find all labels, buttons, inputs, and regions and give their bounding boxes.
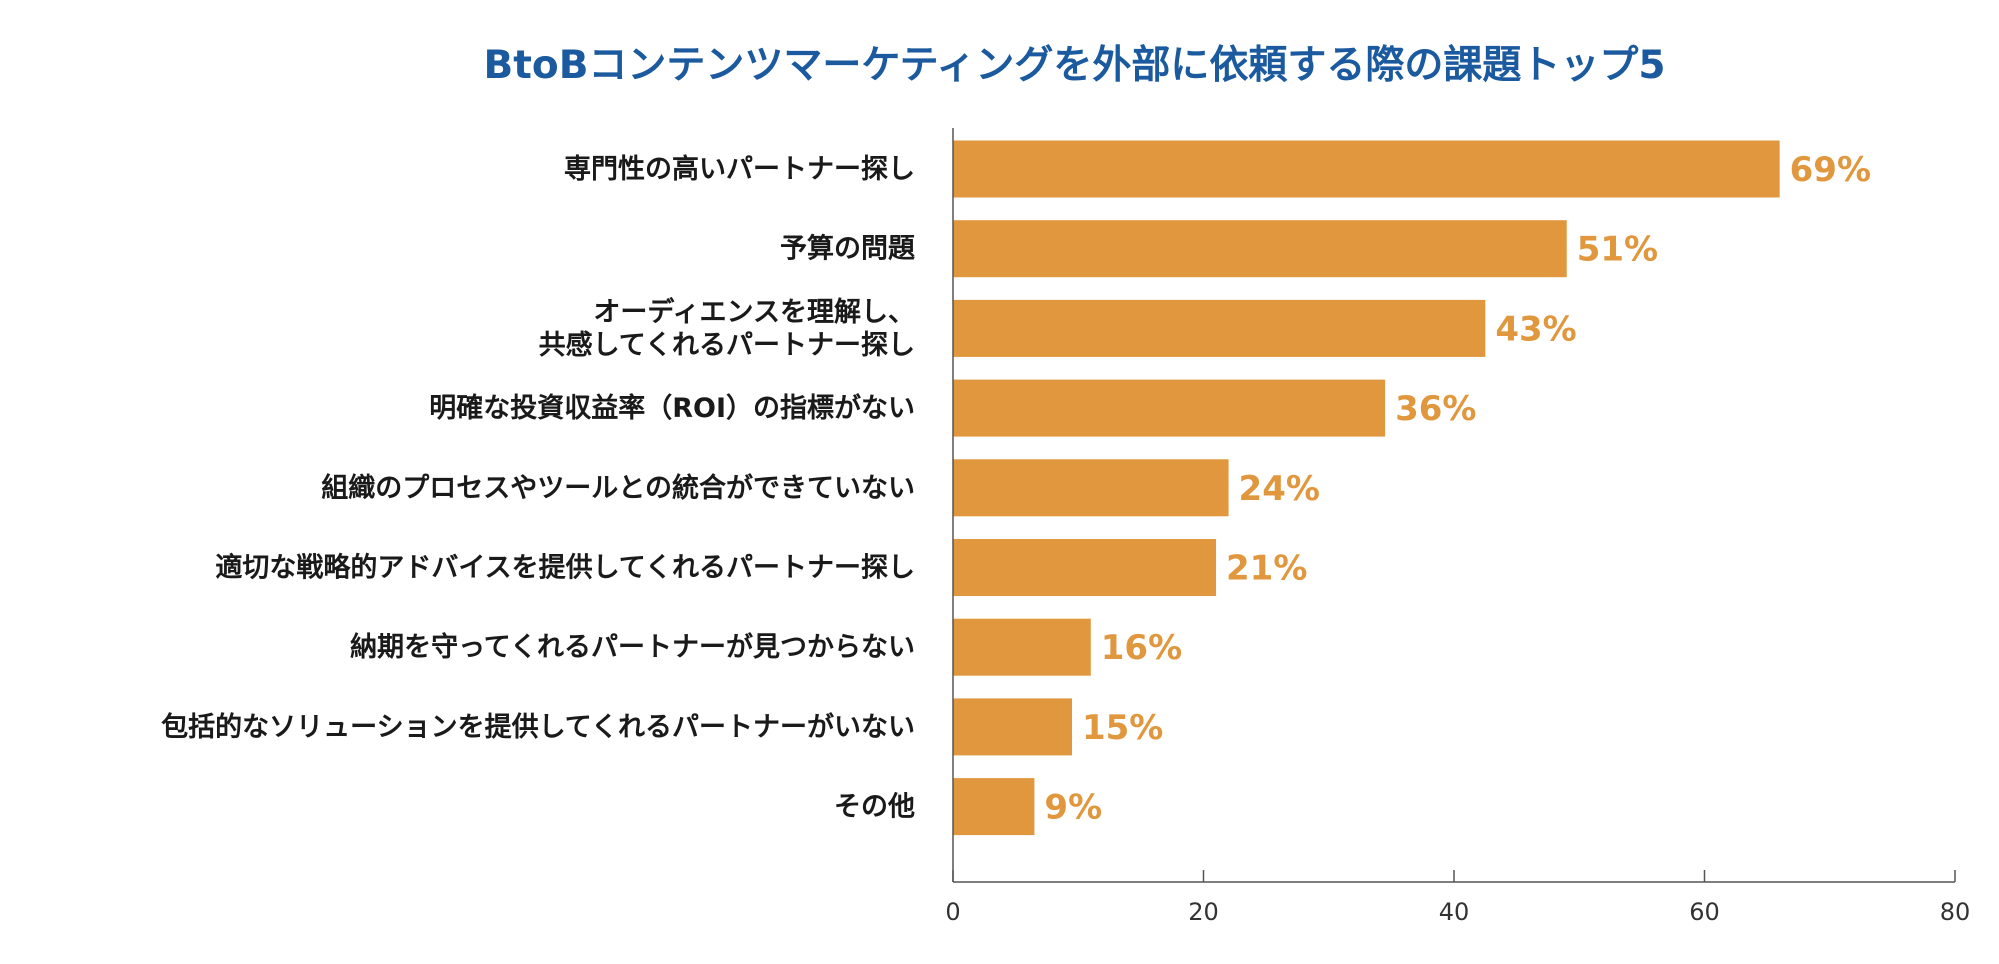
bar-7 (953, 698, 1072, 756)
category-label-6: 納期を守ってくれるパートナーが見つからない (350, 631, 915, 663)
bar-8 (953, 778, 1035, 836)
value-label-4: 24% (1239, 469, 1320, 509)
value-label-7: 15% (1082, 708, 1163, 748)
category-labels-group: 専門性の高いパートナー探し予算の問題オーディエンスを理解し、共感してくれるパート… (161, 153, 916, 823)
x-tick-label-2: 40 (1439, 898, 1470, 926)
x-tick-label-0: 0 (945, 898, 960, 926)
chart-title: BtoBコンテンツマーケティングを外部に依頼する際の課題トップ5 (483, 43, 1666, 88)
value-label-5: 21% (1226, 549, 1307, 589)
bar-2 (953, 299, 1486, 357)
x-tick-label-1: 20 (1188, 898, 1219, 926)
category-label-2-0: オーディエンスを理解し、 (593, 296, 915, 328)
category-label-1: 予算の問題 (780, 233, 916, 265)
category-label-0: 専門性の高いパートナー探し (564, 153, 915, 185)
bar-5 (953, 539, 1217, 596)
value-labels-group: 69% 51%43% 36% 24% 21% 16% 15% 9% (1044, 150, 1871, 828)
value-label-0: 69% (1790, 150, 1871, 190)
value-label-6: 16% (1101, 628, 1182, 668)
category-label-8: その他 (834, 792, 915, 823)
value-label-3: 36% (1395, 389, 1476, 429)
category-label-3: 明確な投資収益率（ROI）の指標がない (429, 392, 915, 424)
value-label-2: 43% (1495, 309, 1576, 349)
bar-3 (953, 379, 1386, 437)
bar-6 (953, 618, 1091, 676)
bars-group (953, 140, 1780, 836)
value-label-8: 9% (1044, 788, 1102, 828)
bar-4 (953, 459, 1229, 517)
category-label-7: 包括的なソリューションを提供してくれるパートナーがいない (161, 711, 915, 743)
axes-group: 0 20 40 60 80 (945, 128, 1970, 926)
value-label-1: 51% (1577, 230, 1658, 270)
x-tick-label-3: 60 (1689, 898, 1720, 926)
x-tick-label-4: 80 (1940, 898, 1971, 926)
category-label-5: 適切な戦略的アドバイスを提供してくれるパートナー探し (215, 552, 915, 584)
category-label-4: 組織のプロセスやツールとの統合ができていない (321, 472, 915, 504)
category-label-2-1: 共感してくれるパートナー探し (539, 329, 915, 361)
bar-0 (953, 140, 1780, 198)
bar-1 (953, 220, 1567, 278)
